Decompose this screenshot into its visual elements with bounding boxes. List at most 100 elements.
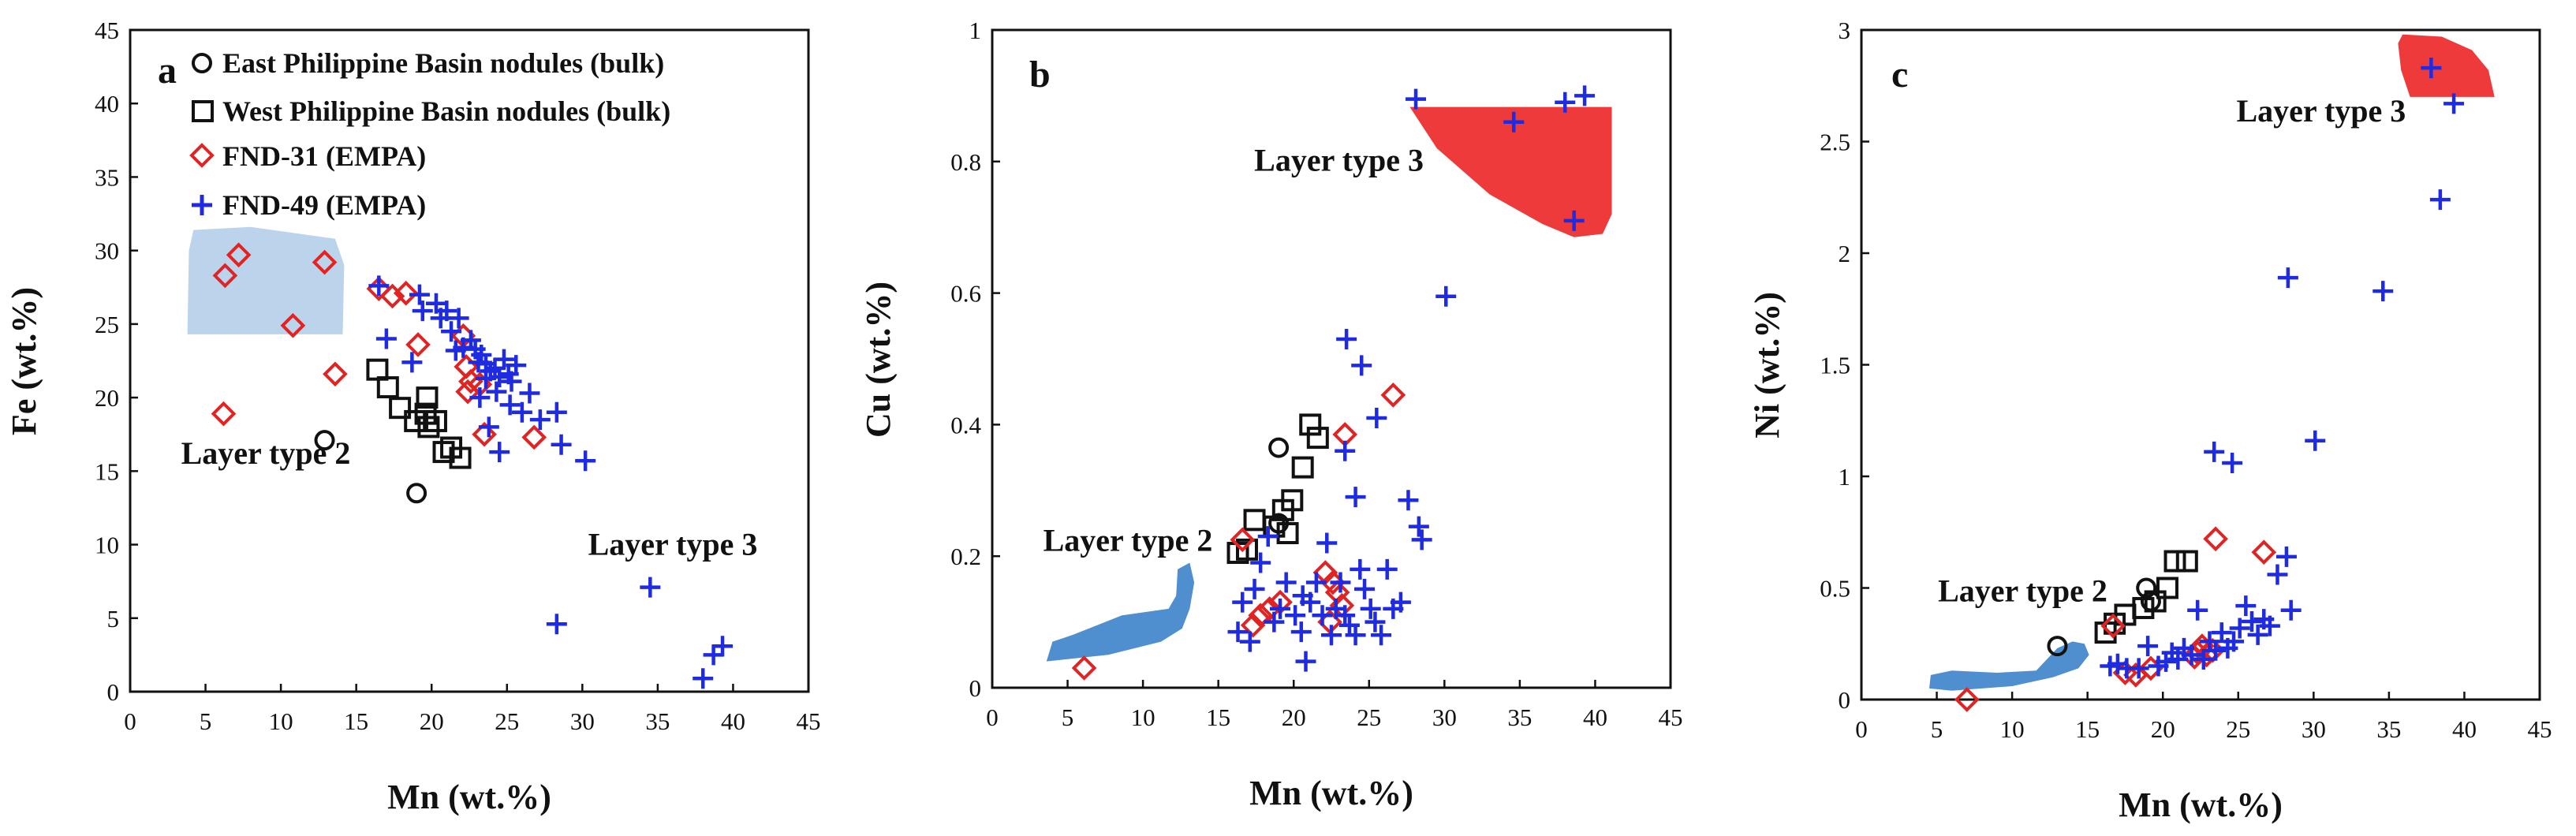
data-point-fnd49 (1270, 598, 1291, 619)
data-point-fnd49 (640, 577, 661, 598)
data-point-fnd49 (1300, 592, 1321, 613)
annotation: Layer type 2 (1938, 573, 2107, 608)
data-point-fnd49 (506, 355, 527, 376)
data-point-fnd31 (312, 249, 338, 275)
data-point-fnd49 (1316, 532, 1338, 554)
data-point-fnd49 (484, 357, 506, 379)
data-point-fnd31 (521, 424, 547, 450)
data-point-west (1291, 456, 1314, 479)
annotation: Layer type 2 (181, 435, 351, 471)
data-point-fnd49 (2267, 564, 2288, 585)
data-point-fnd31 (280, 312, 306, 338)
data-point-fnd49 (501, 371, 522, 392)
data-point-fnd49 (1290, 621, 1312, 643)
x-tick-label: 15 (2075, 715, 2100, 743)
y-tick-label: 2.5 (1820, 129, 1850, 156)
data-point-west (1243, 509, 1266, 532)
panel-label: b (1029, 54, 1051, 95)
data-point-west (1235, 538, 1258, 561)
x-tick-label: 10 (2000, 715, 2025, 743)
data-point-fnd49 (2181, 644, 2202, 666)
legend: East Philippine Basin nodules (bulk) Wes… (189, 47, 670, 221)
data-point-fnd49 (2277, 267, 2298, 289)
plus-icon (192, 195, 212, 215)
data-point-fnd49 (2193, 649, 2214, 670)
x-axis-title: Mn (wt.%) (1249, 774, 1413, 812)
y-tick-label: 0.4 (950, 411, 981, 439)
data-point-fnd49 (1555, 91, 1576, 113)
data-point-fnd49 (2275, 546, 2297, 567)
data-point-fnd31 (472, 421, 497, 447)
data-point-fnd31 (379, 283, 405, 309)
legend-label-fnd49: FND-49 (EMPA) (222, 189, 426, 221)
data-point-west (2156, 577, 2178, 599)
x-tick-label: 5 (200, 707, 212, 735)
data-point-fnd49 (471, 345, 492, 366)
data-point-east (314, 430, 335, 451)
data-point-east (406, 483, 427, 504)
data-point-west (424, 409, 447, 432)
data-point-fnd49 (2211, 622, 2232, 644)
x-tick-label: 0 (1855, 715, 1868, 743)
data-point-fnd49 (1227, 621, 1249, 643)
panel-b: 0 5 10 15 20 25 30 35 40 45 0 0.2 0.4 0.6 0.8 1 Mn (wt.%… (859, 17, 1683, 812)
data-point-fnd31 (405, 332, 431, 357)
data-point-fnd49 (1390, 592, 1411, 613)
data-point-fnd49 (712, 636, 734, 657)
y-tick-label: 0 (969, 674, 982, 702)
data-point-fnd49 (551, 434, 572, 455)
data-point-fnd49 (1503, 111, 1525, 132)
data-point-fnd49 (2229, 618, 2250, 639)
x-tick-label: 45 (797, 707, 821, 735)
data-point-fnd49 (441, 321, 462, 342)
y-tick-label: 25 (95, 311, 119, 338)
data-point-fnd49 (703, 644, 724, 666)
data-point-fnd49 (1350, 558, 1371, 580)
panel-label: c (1891, 54, 1908, 95)
x-tick-label: 20 (420, 707, 444, 735)
data-point-fnd49 (1285, 605, 1306, 626)
x-tick-label: 40 (721, 707, 745, 735)
x-tick-label: 20 (2151, 715, 2175, 743)
data-point-fnd31 (1256, 596, 1282, 621)
data-point-fnd49 (1232, 592, 1253, 613)
data-point-fnd49 (2429, 189, 2451, 211)
data-point-fnd49 (1398, 490, 1419, 511)
x-tick-label: 45 (1659, 704, 1683, 731)
y-tick-label: 0.5 (1820, 575, 1850, 603)
y-tick-label: 10 (95, 532, 119, 559)
data-point-fnd49 (2223, 631, 2245, 652)
y-tick-label: 40 (95, 90, 119, 118)
data-point-fnd49 (409, 284, 430, 305)
data-point-west (432, 441, 455, 464)
data-point-fnd49 (375, 328, 397, 349)
data-point-fnd49 (1435, 286, 1457, 307)
data-point-fnd49 (486, 381, 507, 402)
data-point-west (1281, 489, 1304, 512)
data-point-fnd49 (1360, 598, 1381, 619)
data-point-fnd49 (448, 308, 469, 329)
y-tick-label: 45 (95, 17, 119, 44)
data-point-fnd49 (401, 352, 423, 373)
data-point-fnd31 (1240, 612, 1266, 638)
data-point-fnd49 (2443, 93, 2465, 114)
data-point-fnd49 (2235, 595, 2257, 617)
data-point-fnd31 (226, 242, 252, 268)
data-point-west (416, 386, 439, 409)
data-point-fnd31 (211, 401, 237, 427)
data-point-fnd31 (1380, 383, 1406, 408)
x-tick-label: 30 (2302, 715, 2326, 743)
series-west (366, 358, 472, 469)
y-axis-title: Ni (wt.%) (1748, 292, 1786, 439)
data-point-fnd49 (2305, 430, 2326, 451)
data-point-fnd49 (1574, 85, 1596, 106)
data-point-fnd49 (511, 401, 532, 423)
x-tick-label: 15 (1206, 704, 1230, 731)
data-point-fnd49 (1264, 611, 1285, 633)
y-tick-label: 0 (107, 678, 120, 706)
data-point-fnd49 (1345, 487, 1366, 508)
x-tick-label: 35 (1507, 704, 1532, 731)
data-point-fnd31 (1248, 603, 1274, 629)
data-point-fnd49 (2187, 599, 2208, 621)
